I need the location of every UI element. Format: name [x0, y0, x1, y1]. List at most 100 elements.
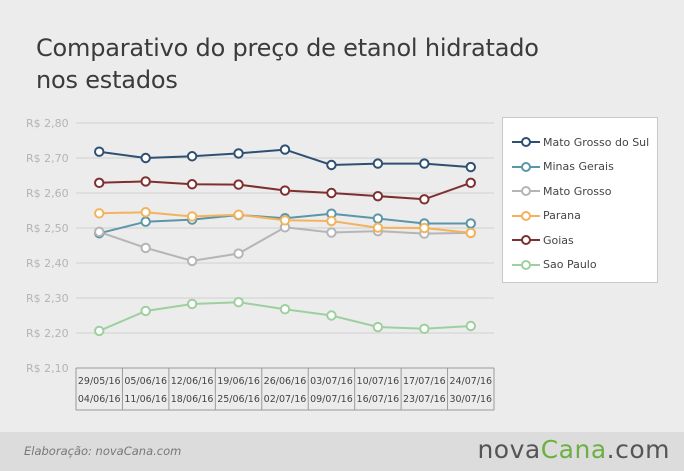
line-chart: R$ 2,80 R$ 2,70 R$ 2,60 R$ 2,50 R$ 2,40 R$ 2,…: [26, 117, 495, 411]
data-point-mato-grosso-do-sul: [465, 161, 476, 173]
legend-item: Sao Paulo: [511, 257, 597, 273]
x-tick-label-end: 30/07/16: [449, 394, 492, 405]
y-tick-label: R$ 2,20: [26, 327, 69, 340]
data-point-parana: [372, 222, 384, 233]
legend-label: Minas Gerais: [543, 160, 614, 173]
legend-swatch: [512, 161, 540, 172]
data-point-mato-grosso-do-sul: [94, 146, 105, 157]
data-point-minas-gerais: [140, 216, 151, 227]
data-point-mato-grosso: [186, 255, 198, 267]
data-point-goias: [233, 179, 244, 190]
legend-swatch-marker: [521, 186, 531, 196]
legend-item: Mato Grosso: [511, 183, 612, 199]
legend-label: Goias: [543, 233, 574, 247]
legend-swatch-marker: [521, 210, 531, 221]
x-tick-label-end: 23/07/16: [403, 394, 446, 405]
data-point-mato-grosso: [94, 226, 105, 238]
novacana-logo: novaCana.com: [477, 435, 670, 464]
legend-item: Minas Gerais: [511, 159, 614, 175]
legend-label: Mato Grosso do Sul: [543, 135, 650, 149]
credit-text: Elaboração: novaCana.com: [24, 444, 182, 458]
data-point-mato-grosso-do-sul: [279, 144, 291, 155]
data-point-goias: [419, 194, 430, 205]
data-point-goias: [186, 179, 198, 190]
x-tick-label-start: 29/05/16: [78, 376, 121, 387]
chart-title-line-1: Comparativo do preço de etanol hidratado: [36, 34, 539, 62]
x-tick-label-start: 26/06/16: [264, 376, 307, 387]
data-point-sao-paulo: [326, 310, 337, 321]
data-point-parana: [140, 207, 151, 218]
data-point-sao-paulo: [140, 305, 151, 317]
data-point-goias: [326, 187, 337, 199]
legend-label: Sao Paulo: [543, 258, 597, 271]
legend-swatch-marker: [521, 137, 531, 147]
y-tick-label: R$ 2,10: [26, 362, 69, 375]
data-point-mato-grosso: [326, 227, 337, 238]
y-tick-label: R$ 2,30: [26, 292, 69, 305]
data-point-parana: [233, 209, 244, 220]
data-point-sao-paulo: [372, 321, 384, 333]
data-point-minas-gerais: [372, 213, 384, 224]
data-point-goias: [279, 185, 291, 196]
legend-item: Goias: [511, 232, 574, 248]
data-point-parana: [186, 211, 198, 222]
x-tick-label-end: 04/06/16: [78, 394, 121, 405]
data-point-mato-grosso: [233, 248, 244, 259]
data-point-minas-gerais: [465, 218, 476, 229]
legend-label: Mato Grosso: [543, 184, 612, 198]
legend-swatch-marker: [521, 161, 531, 172]
x-tick-label-end: 02/07/16: [264, 394, 307, 405]
data-point-sao-paulo: [233, 297, 244, 308]
legend-item: Mato Grosso do Sul: [511, 134, 649, 150]
data-point-mato-grosso-do-sul: [326, 159, 337, 171]
x-tick-label-start: 05/06/16: [124, 376, 167, 387]
x-tick-label-end: 11/06/16: [124, 394, 167, 405]
chart-title: Comparativo do preço de etanol hidratado…: [36, 32, 636, 96]
data-point-mato-grosso-do-sul: [233, 148, 244, 159]
y-tick-label: R$ 2,50: [26, 222, 69, 235]
logo-part-cana: Cana: [540, 435, 607, 464]
data-point-parana: [94, 208, 105, 219]
y-tick-label: R$ 2,40: [26, 257, 69, 270]
logo-part-nova: nova: [477, 435, 541, 464]
legend-swatch: [512, 186, 540, 196]
legend-item: Parana: [511, 208, 581, 224]
y-tick-label: R$ 2,80: [26, 117, 69, 130]
x-tick-label-start: 17/07/16: [403, 376, 446, 387]
data-point-goias: [140, 176, 151, 187]
data-point-parana: [465, 227, 476, 239]
legend-swatch: [512, 210, 540, 221]
data-point-sao-paulo: [465, 320, 476, 332]
y-tick-label: R$ 2,60: [26, 187, 69, 200]
data-point-parana: [326, 215, 337, 227]
data-point-goias: [94, 177, 105, 189]
data-point-parana: [419, 222, 430, 234]
footer-bar: [0, 432, 684, 471]
x-tick-label-start: 24/07/16: [449, 376, 492, 387]
legend-swatch: [512, 137, 540, 147]
data-point-mato-grosso-do-sul: [186, 151, 198, 162]
data-point-mato-grosso-do-sul: [372, 158, 384, 169]
x-tick-label-start: 03/07/16: [310, 376, 353, 387]
data-point-goias: [465, 177, 476, 189]
x-tick-label-end: 09/07/16: [310, 394, 353, 405]
data-point-parana: [279, 215, 291, 226]
chart-title-line-2: nos estados: [36, 66, 178, 94]
data-point-sao-paulo: [94, 325, 105, 337]
legend-swatch-marker: [521, 235, 531, 245]
x-tick-label-end: 16/07/16: [357, 394, 400, 405]
x-tick-label-end: 25/06/16: [217, 394, 260, 405]
data-point-mato-grosso: [140, 242, 151, 254]
x-tick-label-end: 18/06/16: [171, 394, 214, 405]
data-point-sao-paulo: [419, 323, 430, 334]
x-tick-label-start: 19/06/16: [217, 376, 260, 387]
legend-label: Parana: [543, 209, 581, 222]
data-point-goias: [372, 190, 384, 202]
data-point-mato-grosso-do-sul: [140, 152, 151, 164]
y-tick-label: R$ 2,70: [26, 152, 69, 165]
data-point-sao-paulo: [279, 304, 291, 315]
x-tick-label-start: 12/06/16: [171, 376, 214, 387]
legend-swatch-marker: [521, 259, 531, 270]
legend-swatch: [512, 259, 540, 270]
data-point-mato-grosso-do-sul: [419, 158, 430, 169]
